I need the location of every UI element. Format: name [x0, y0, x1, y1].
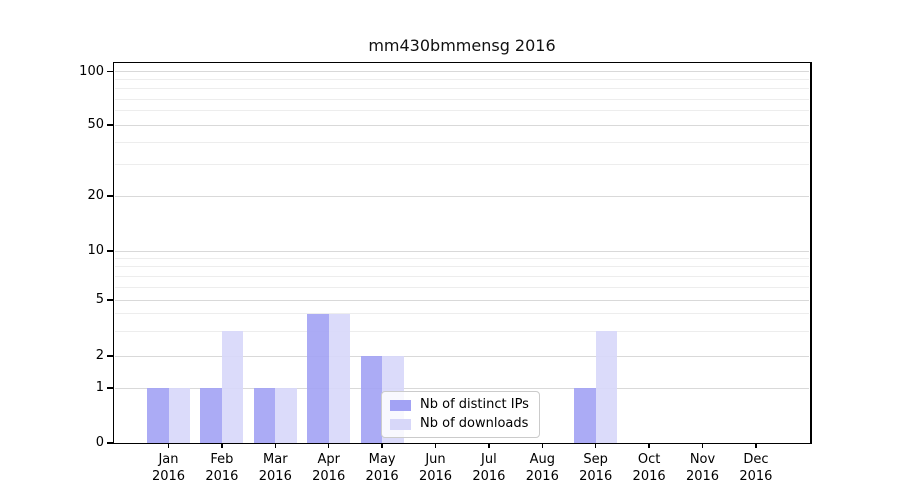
legend-swatch-downloads-icon — [390, 418, 411, 430]
y-tick-mark — [107, 387, 113, 389]
y-tick-mark — [107, 195, 113, 197]
legend-label-downloads: Nb of downloads — [420, 416, 529, 431]
spine-bottom — [112, 442, 812, 445]
y-grid-major — [115, 355, 809, 357]
x-tick-label: Aug 2016 — [525, 452, 559, 484]
y-tick-label: 5 — [95, 292, 104, 307]
bar-nb-of-downloads-apr-2016 — [328, 313, 351, 443]
y-grid-major — [115, 250, 809, 252]
legend-swatch-distinct-ips-icon — [390, 399, 411, 411]
x-tick-mark — [327, 443, 330, 448]
bar-nb-of-distinct-ips-jan-2016 — [147, 388, 169, 443]
y-grid-minor — [115, 141, 809, 143]
bar-nb-of-distinct-ips-apr-2016 — [307, 313, 329, 443]
y-grid-minor — [115, 110, 809, 112]
x-tick-mark — [488, 443, 490, 448]
y-tick-label: 1 — [95, 380, 104, 395]
x-tick-label: Nov 2016 — [685, 452, 720, 484]
y-grid-minor — [115, 313, 809, 315]
bar-nb-of-distinct-ips-sep-2016 — [574, 388, 596, 443]
x-tick-mark — [274, 443, 277, 448]
y-grid-minor — [115, 98, 809, 100]
y-grid-major — [115, 299, 809, 301]
x-tick-label: Feb 2016 — [205, 452, 239, 484]
y-grid-major — [115, 71, 809, 72]
y-grid-minor — [115, 164, 809, 166]
bar-nb-of-distinct-ips-mar-2016 — [253, 388, 276, 443]
x-tick-mark — [701, 443, 704, 448]
y-tick-mark — [107, 250, 113, 252]
legend-item-distinct-ips: Nb of distinct IPs — [390, 398, 529, 412]
y-tick-label: 100 — [79, 63, 104, 79]
y-grid-minor — [115, 266, 809, 268]
x-tick-mark — [648, 443, 650, 448]
x-tick-label: May 2016 — [365, 452, 399, 484]
y-grid-minor — [115, 286, 809, 288]
x-tick-label: Sep 2016 — [579, 452, 613, 484]
y-tick-label: 10 — [87, 243, 104, 258]
x-tick-label: Apr 2016 — [312, 452, 346, 484]
spine-top — [112, 61, 812, 63]
bar-nb-of-distinct-ips-feb-2016 — [200, 388, 222, 443]
x-tick-label: Dec 2016 — [739, 452, 773, 484]
y-grid-minor — [115, 79, 809, 81]
y-grid-minor — [115, 330, 809, 332]
x-tick-label: Mar 2016 — [258, 452, 292, 484]
y-grid-major — [115, 124, 809, 126]
y-tick-label: 50 — [87, 117, 104, 132]
y-tick-mark — [107, 124, 113, 126]
y-tick-mark — [107, 70, 113, 73]
y-tick-mark — [107, 355, 113, 357]
legend-item-downloads: Nb of downloads — [390, 417, 529, 431]
bar-nb-of-downloads-mar-2016 — [275, 388, 297, 443]
bar-nb-of-distinct-ips-may-2016 — [360, 356, 383, 443]
bar-nb-of-downloads-feb-2016 — [221, 331, 244, 443]
x-tick-mark — [755, 443, 757, 448]
y-tick-mark — [107, 299, 113, 301]
y-grid-minor — [115, 88, 809, 90]
y-grid-major — [115, 387, 809, 389]
x-tick-label: Jul 2016 — [472, 452, 506, 484]
x-tick-mark — [434, 443, 437, 448]
x-tick-label: Oct 2016 — [632, 452, 666, 484]
y-tick-label: 0 — [95, 435, 104, 450]
y-grid-minor — [115, 257, 809, 259]
bar-nb-of-downloads-jan-2016 — [168, 388, 190, 443]
y-grid-major — [115, 195, 809, 197]
x-tick-mark — [167, 443, 170, 448]
x-tick-label: Jun 2016 — [418, 452, 453, 484]
bar-nb-of-downloads-sep-2016 — [595, 331, 618, 443]
y-tick-label: 2 — [95, 348, 104, 363]
spine-right — [810, 61, 812, 444]
x-tick-mark — [541, 443, 544, 448]
x-tick-label: Jan 2016 — [151, 452, 186, 484]
y-tick-label: 20 — [87, 188, 104, 203]
spine-left — [112, 61, 114, 444]
chart-title: mm430bmmensg 2016 — [368, 36, 556, 55]
legend-label-distinct-ips: Nb of distinct IPs — [420, 397, 529, 412]
legend: Nb of distinct IPs Nb of downloads — [381, 391, 540, 438]
x-tick-mark — [221, 443, 223, 448]
x-tick-mark — [594, 443, 597, 448]
y-grid-minor — [115, 275, 809, 277]
x-tick-mark — [381, 443, 383, 448]
y-tick-mark — [107, 442, 113, 444]
